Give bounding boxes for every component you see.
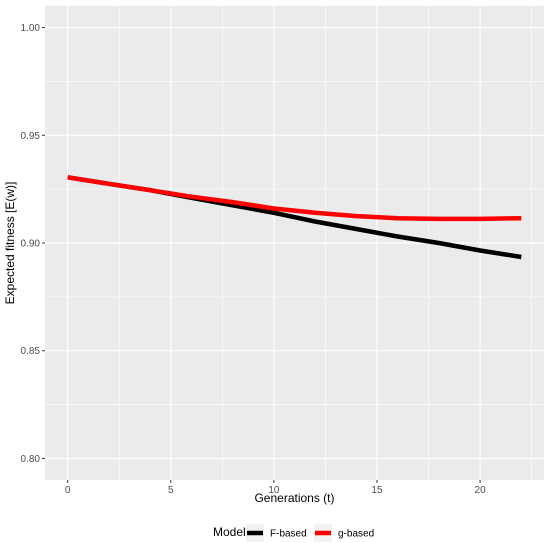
series-line-g-based bbox=[67, 175, 522, 222]
legend-items: F-based g-based bbox=[246, 524, 374, 542]
legend-label-g-based: g-based bbox=[338, 529, 374, 540]
y-tick-label: 0.90 bbox=[21, 239, 41, 250]
series-layer bbox=[67, 175, 522, 260]
y-tick-label: 0.80 bbox=[21, 454, 41, 465]
x-tick-label: 5 bbox=[168, 485, 174, 496]
x-axis-title: Generations (t) bbox=[254, 491, 334, 505]
grid-lines bbox=[45, 6, 544, 480]
y-tick-label: 0.95 bbox=[21, 131, 41, 142]
y-axis-title: Expected fitness [E(w)] bbox=[3, 182, 17, 305]
legend-title: Model bbox=[213, 525, 246, 539]
legend-label-f-based: F-based bbox=[270, 529, 307, 540]
y-tick-label: 0.85 bbox=[21, 346, 41, 357]
x-tick-label: 15 bbox=[371, 485, 383, 496]
y-tick-label: 1.00 bbox=[21, 23, 41, 34]
x-tick-label: 0 bbox=[65, 485, 71, 496]
y-axis: 0.80 0.85 0.90 0.95 1.00 bbox=[21, 23, 45, 465]
x-tick-label: 10 bbox=[268, 485, 280, 496]
x-axis: 0 5 10 15 20 bbox=[65, 480, 486, 496]
x-tick-label: 20 bbox=[475, 485, 487, 496]
legend: Model F-based g-based bbox=[213, 524, 374, 542]
